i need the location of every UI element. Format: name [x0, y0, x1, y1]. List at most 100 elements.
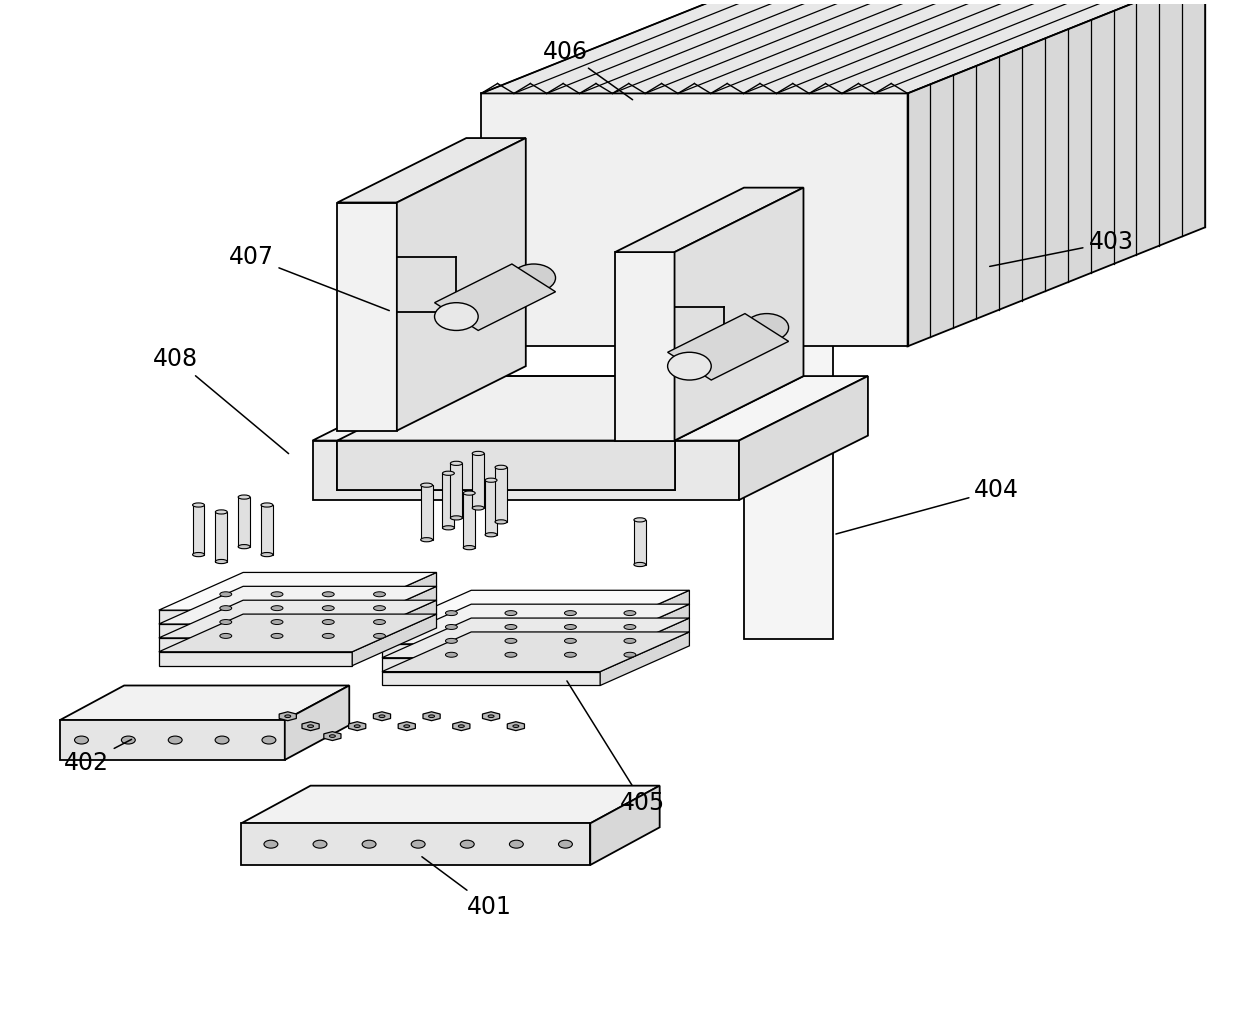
Polygon shape — [60, 720, 285, 760]
Ellipse shape — [373, 606, 386, 611]
Ellipse shape — [238, 495, 250, 499]
Text: 403: 403 — [990, 230, 1133, 267]
Polygon shape — [615, 252, 675, 440]
Polygon shape — [481, 0, 1205, 93]
Polygon shape — [600, 618, 689, 672]
Polygon shape — [159, 614, 436, 651]
Polygon shape — [423, 712, 440, 721]
Ellipse shape — [464, 545, 475, 549]
Polygon shape — [472, 453, 484, 508]
Ellipse shape — [505, 624, 517, 629]
Polygon shape — [450, 464, 463, 518]
Ellipse shape — [564, 638, 577, 643]
Ellipse shape — [216, 510, 227, 514]
Polygon shape — [453, 722, 470, 730]
Polygon shape — [382, 618, 689, 658]
Polygon shape — [590, 786, 660, 865]
Ellipse shape — [169, 736, 182, 744]
Polygon shape — [382, 604, 689, 643]
Ellipse shape — [122, 736, 135, 744]
Ellipse shape — [634, 518, 646, 522]
Polygon shape — [352, 600, 436, 651]
Polygon shape — [507, 722, 525, 730]
Ellipse shape — [564, 624, 577, 629]
Ellipse shape — [624, 652, 636, 658]
Ellipse shape — [285, 715, 290, 717]
Polygon shape — [159, 651, 352, 666]
Ellipse shape — [505, 638, 517, 643]
Polygon shape — [337, 203, 397, 430]
Text: 406: 406 — [543, 39, 632, 100]
Polygon shape — [373, 712, 391, 721]
Ellipse shape — [485, 532, 497, 537]
Ellipse shape — [219, 592, 232, 597]
Text: 401: 401 — [422, 856, 512, 919]
Polygon shape — [482, 712, 500, 721]
Polygon shape — [352, 573, 436, 624]
Ellipse shape — [445, 624, 458, 629]
Ellipse shape — [434, 303, 479, 330]
Polygon shape — [382, 643, 600, 658]
Polygon shape — [382, 630, 600, 643]
Ellipse shape — [445, 638, 458, 643]
Polygon shape — [60, 686, 350, 720]
Ellipse shape — [404, 725, 409, 727]
Ellipse shape — [192, 503, 205, 507]
Ellipse shape — [564, 611, 577, 615]
Polygon shape — [352, 614, 436, 666]
Ellipse shape — [505, 652, 517, 658]
Ellipse shape — [355, 725, 360, 727]
Polygon shape — [352, 587, 436, 638]
Polygon shape — [382, 658, 600, 672]
Ellipse shape — [420, 537, 433, 541]
Ellipse shape — [308, 725, 314, 727]
Polygon shape — [159, 624, 352, 638]
Ellipse shape — [443, 472, 454, 476]
Polygon shape — [744, 297, 903, 341]
Ellipse shape — [264, 840, 278, 848]
Polygon shape — [600, 632, 689, 686]
Ellipse shape — [667, 352, 712, 380]
Ellipse shape — [510, 840, 523, 848]
Polygon shape — [443, 474, 454, 528]
Polygon shape — [600, 590, 689, 643]
Polygon shape — [600, 604, 689, 658]
Polygon shape — [337, 138, 526, 203]
Polygon shape — [241, 786, 660, 823]
Ellipse shape — [216, 560, 227, 564]
Polygon shape — [159, 638, 352, 651]
Polygon shape — [485, 480, 497, 534]
Polygon shape — [216, 512, 227, 562]
Ellipse shape — [362, 840, 376, 848]
Ellipse shape — [74, 736, 88, 744]
Ellipse shape — [192, 552, 205, 557]
Text: 405: 405 — [567, 681, 666, 814]
Ellipse shape — [215, 736, 229, 744]
Polygon shape — [279, 712, 296, 721]
Ellipse shape — [564, 652, 577, 658]
Ellipse shape — [624, 624, 636, 629]
Ellipse shape — [238, 544, 250, 548]
Ellipse shape — [330, 734, 335, 737]
Ellipse shape — [373, 633, 386, 638]
Ellipse shape — [634, 563, 646, 567]
Ellipse shape — [443, 526, 454, 530]
Polygon shape — [382, 632, 689, 672]
Text: 407: 407 — [228, 245, 389, 311]
Ellipse shape — [262, 736, 275, 744]
Polygon shape — [312, 440, 739, 500]
Polygon shape — [159, 587, 436, 624]
Ellipse shape — [373, 619, 386, 624]
Polygon shape — [739, 376, 868, 500]
Ellipse shape — [489, 715, 494, 717]
Polygon shape — [337, 440, 675, 490]
Ellipse shape — [445, 652, 458, 658]
Text: 404: 404 — [836, 478, 1019, 534]
Ellipse shape — [322, 633, 335, 638]
Polygon shape — [382, 590, 689, 630]
Ellipse shape — [260, 552, 273, 557]
Polygon shape — [241, 823, 590, 865]
Ellipse shape — [472, 451, 484, 456]
Ellipse shape — [219, 606, 232, 611]
Ellipse shape — [445, 611, 458, 615]
